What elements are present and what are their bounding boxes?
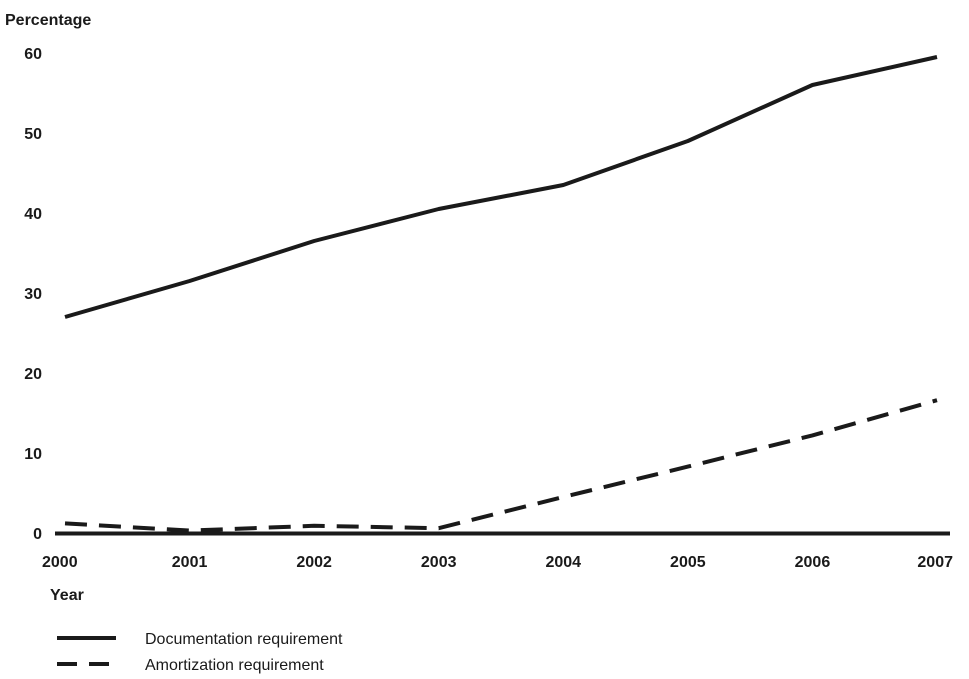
- y-tick-labels: 0 10 20 30 40 50 60: [24, 46, 42, 543]
- y-tick-label: 30: [24, 286, 42, 303]
- series-line-amortization: [64, 398, 938, 533]
- y-tick-label: 10: [24, 446, 42, 463]
- x-tick-label: 2001: [172, 554, 208, 571]
- x-tick-label: 2002: [296, 554, 332, 571]
- y-tick-label: 0: [33, 526, 42, 543]
- x-tick-label: 2005: [670, 554, 706, 571]
- x-tick-labels: 2000 2001 2002 2003 2004 2005 2006 2007: [42, 554, 953, 571]
- x-tick-label: 2004: [545, 554, 581, 571]
- legend-label: Documentation requirement: [145, 631, 343, 648]
- x-tick-label: 2000: [42, 554, 78, 571]
- y-tick-label: 20: [24, 366, 42, 383]
- y-axis-title: Percentage: [5, 12, 91, 29]
- series-line-documentation: [64, 55, 938, 319]
- x-tick-label: 2003: [421, 554, 457, 571]
- y-tick-label: 50: [24, 126, 42, 143]
- series-lines: [64, 55, 938, 533]
- x-axis-title: Year: [50, 587, 84, 604]
- legend: Documentation requirement Amortization re…: [57, 631, 343, 674]
- x-tick-label: 2006: [795, 554, 831, 571]
- y-tick-label: 60: [24, 46, 42, 63]
- x-tick-label: 2007: [917, 554, 953, 571]
- y-tick-label: 40: [24, 206, 42, 223]
- legend-label: Amortization requirement: [145, 657, 324, 674]
